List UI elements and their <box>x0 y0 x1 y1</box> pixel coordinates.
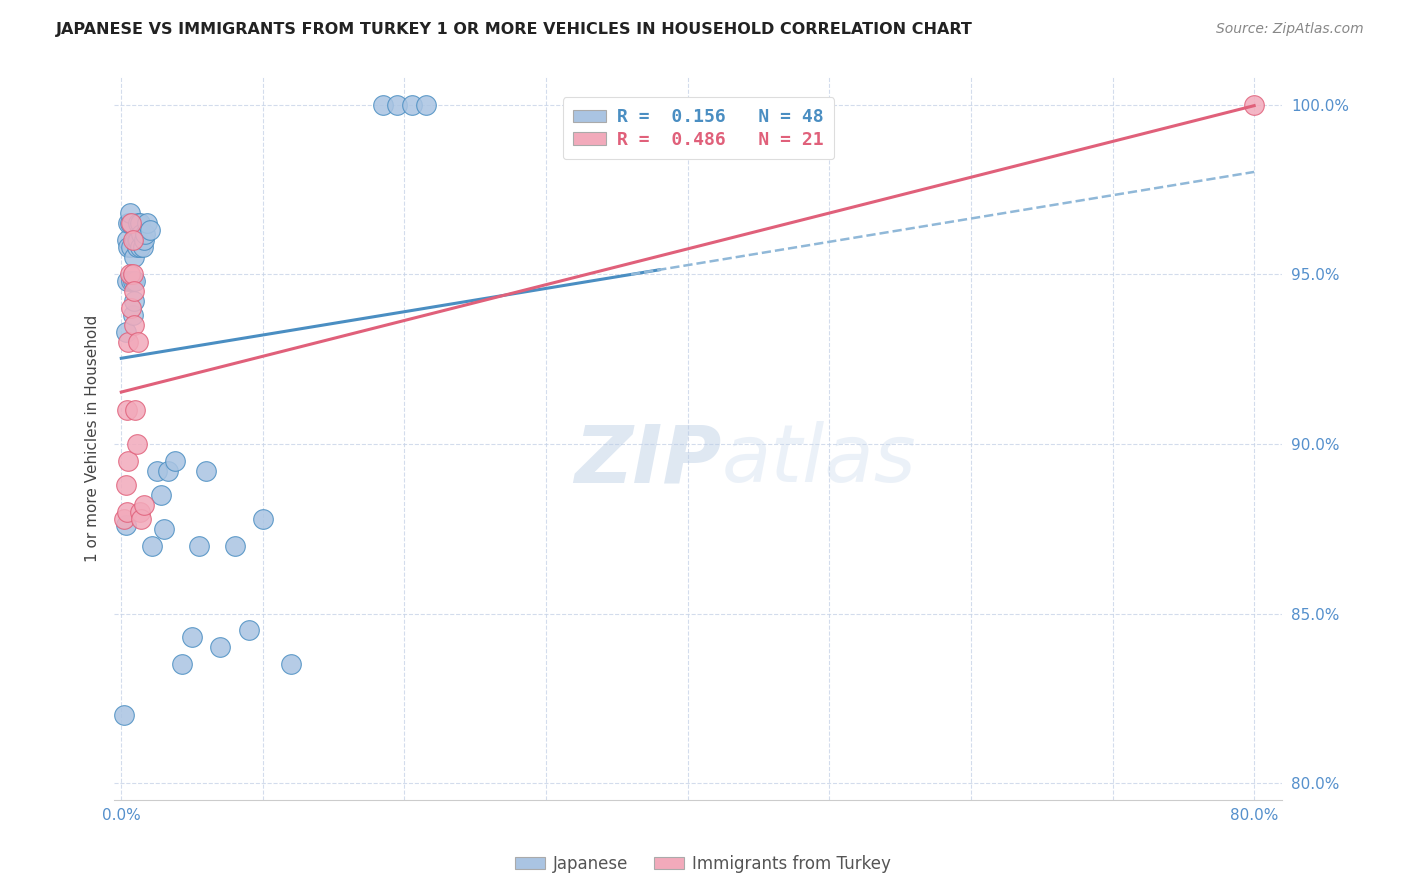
Point <box>209 640 232 655</box>
Point <box>115 274 138 288</box>
Point <box>131 240 153 254</box>
Point <box>115 233 138 247</box>
Point <box>373 97 395 112</box>
Point <box>141 539 163 553</box>
Point <box>138 223 160 237</box>
Point <box>128 240 150 254</box>
Point <box>127 216 149 230</box>
Point <box>115 403 138 417</box>
Point <box>129 511 152 525</box>
Point <box>401 97 423 112</box>
Point <box>122 284 145 298</box>
Point <box>117 335 139 350</box>
Point <box>127 233 149 247</box>
Point <box>1243 97 1265 112</box>
Text: Source: ZipAtlas.com: Source: ZipAtlas.com <box>1216 22 1364 37</box>
Point <box>128 216 150 230</box>
Point <box>118 206 141 220</box>
Point <box>120 274 142 288</box>
Point <box>121 267 143 281</box>
Point <box>152 522 174 536</box>
Point <box>252 511 274 525</box>
Point <box>118 267 141 281</box>
Point <box>117 240 139 254</box>
Point <box>122 294 145 309</box>
Point <box>124 274 146 288</box>
Point <box>117 454 139 468</box>
Point <box>149 488 172 502</box>
Point <box>181 630 204 644</box>
Point <box>112 708 135 723</box>
Legend: R =  0.156   N = 48, R =  0.486   N = 21: R = 0.156 N = 48, R = 0.486 N = 21 <box>562 97 834 160</box>
Point <box>118 216 141 230</box>
Text: ZIP: ZIP <box>574 422 721 500</box>
Point <box>120 301 142 315</box>
Point <box>117 216 139 230</box>
Point <box>129 227 152 241</box>
Point <box>121 274 143 288</box>
Point <box>127 335 149 350</box>
Point <box>280 657 302 672</box>
Point <box>238 624 260 638</box>
Point <box>124 233 146 247</box>
Point <box>134 227 156 241</box>
Point <box>124 403 146 417</box>
Point <box>114 518 136 533</box>
Point <box>114 477 136 491</box>
Point <box>387 97 409 112</box>
Point <box>122 318 145 332</box>
Text: atlas: atlas <box>721 422 917 500</box>
Point <box>165 454 187 468</box>
Point <box>224 539 246 553</box>
Point <box>120 216 142 230</box>
Point <box>135 216 157 230</box>
Point <box>125 240 148 254</box>
Point <box>112 511 135 525</box>
Legend: Japanese, Immigrants from Turkey: Japanese, Immigrants from Turkey <box>509 848 897 880</box>
Point <box>121 233 143 247</box>
Point <box>115 505 138 519</box>
Point <box>121 308 143 322</box>
Point <box>172 657 194 672</box>
Point <box>156 464 179 478</box>
Point <box>195 464 218 478</box>
Point <box>125 233 148 247</box>
Point <box>128 505 150 519</box>
Text: JAPANESE VS IMMIGRANTS FROM TURKEY 1 OR MORE VEHICLES IN HOUSEHOLD CORRELATION C: JAPANESE VS IMMIGRANTS FROM TURKEY 1 OR … <box>56 22 973 37</box>
Y-axis label: 1 or more Vehicles in Household: 1 or more Vehicles in Household <box>86 315 100 563</box>
Point <box>132 233 155 247</box>
Point <box>120 240 142 254</box>
Point <box>125 437 148 451</box>
Point <box>114 325 136 339</box>
Point <box>132 498 155 512</box>
Point <box>145 464 167 478</box>
Point <box>188 539 211 553</box>
Point <box>122 250 145 264</box>
Point <box>415 97 437 112</box>
